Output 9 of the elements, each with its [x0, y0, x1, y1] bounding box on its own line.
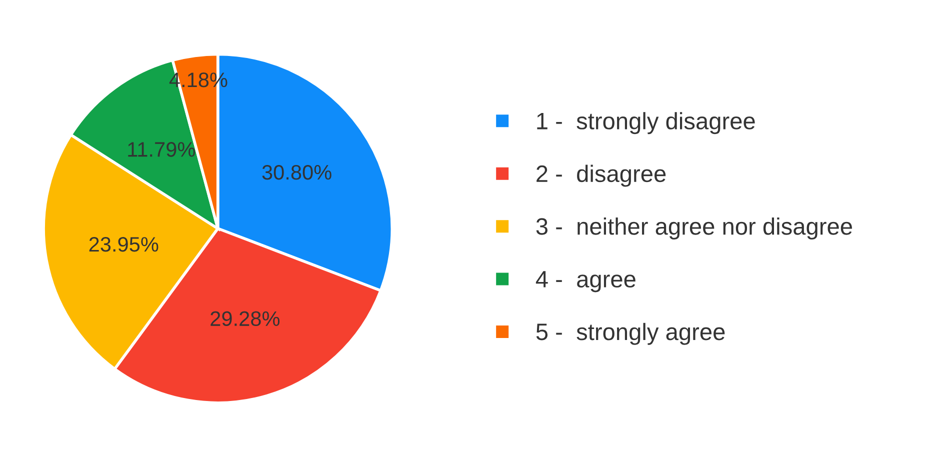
- legend-label: 3 - neither agree nor disagree: [536, 217, 852, 240]
- legend-label: 2 - disagree: [536, 164, 666, 187]
- data-label: 29.28%: [210, 311, 280, 326]
- legend-label: 1 - strongly disagree: [537, 112, 755, 134]
- legend-label: 5 - strongly agree: [536, 322, 725, 345]
- data-label: 23.95%: [89, 236, 158, 252]
- data-label: 30.80%: [262, 164, 332, 180]
- legend-label: 4 - agree: [536, 271, 636, 292]
- data-label: 11.79%: [128, 142, 195, 157]
